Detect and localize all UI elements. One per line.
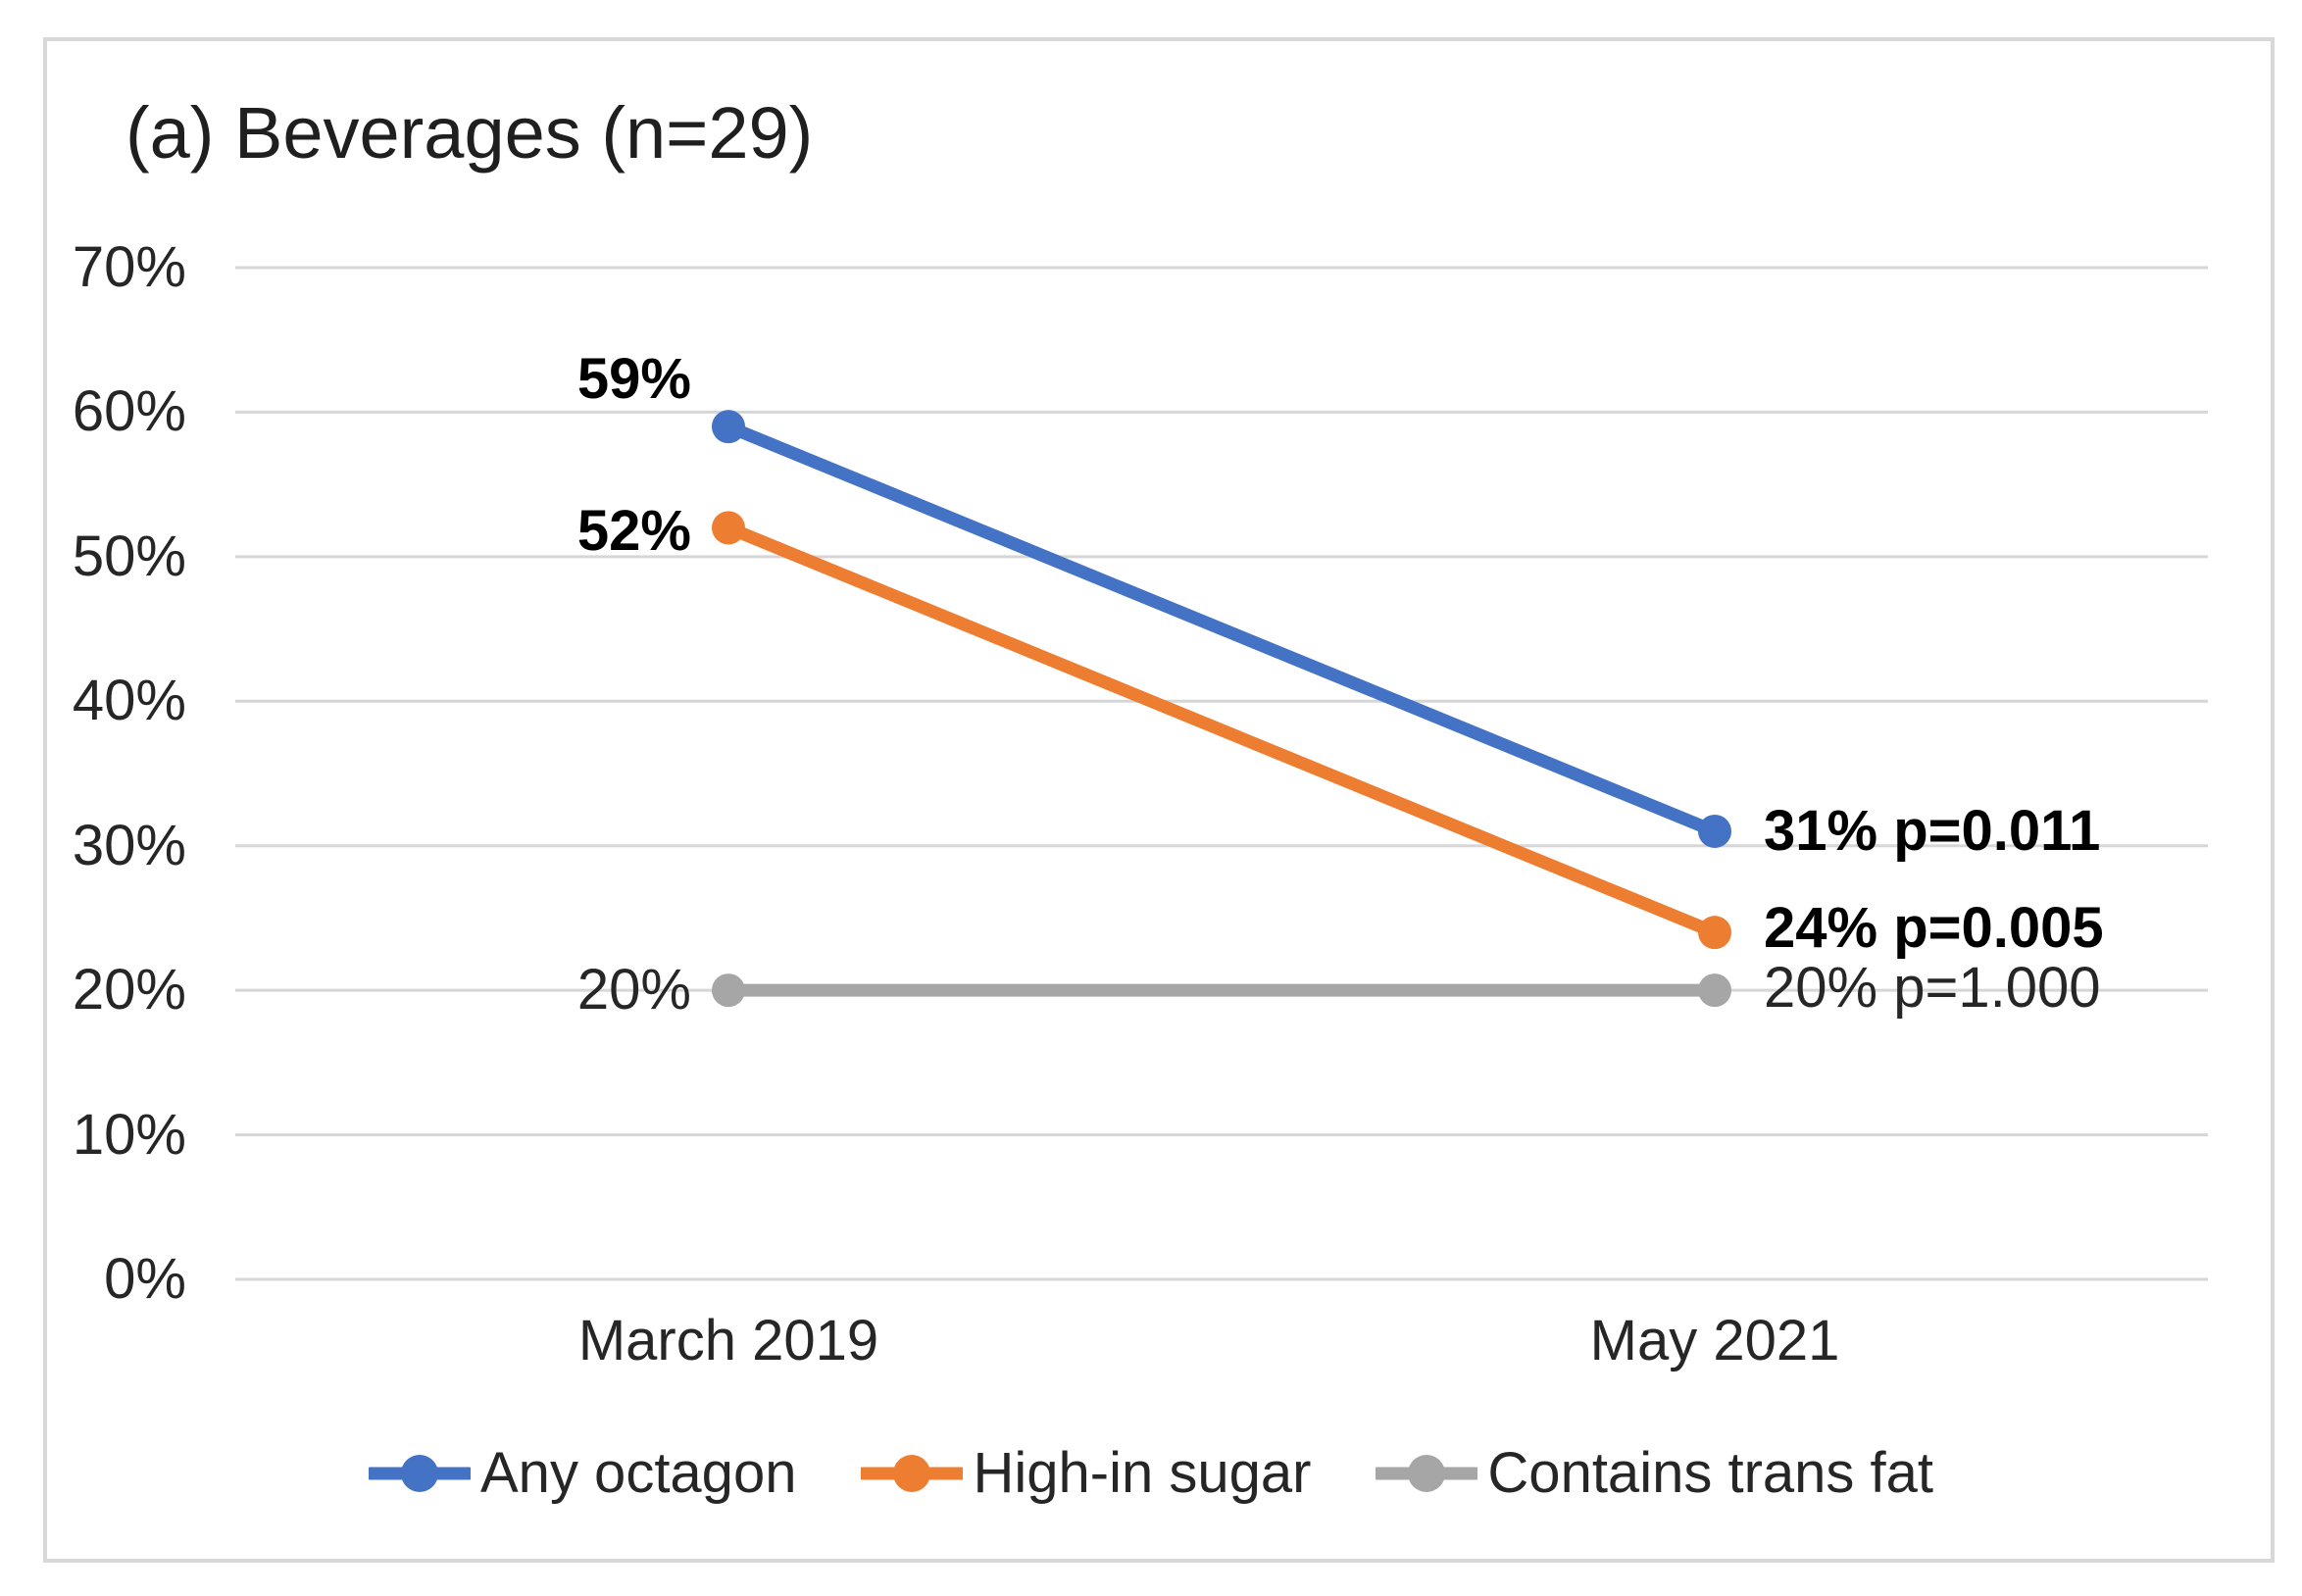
series-marker-contains-trans-fat bbox=[712, 973, 745, 1008]
series-marker-any-octagon bbox=[712, 410, 745, 444]
y-axis-tick-label: 40% bbox=[72, 669, 186, 733]
y-axis-tick-label: 30% bbox=[72, 813, 186, 877]
y-axis-tick-label: 60% bbox=[72, 379, 186, 444]
y-axis-tick-label: 10% bbox=[72, 1102, 186, 1167]
legend-item-high-in-sugar: High-in sugar bbox=[861, 1441, 1311, 1506]
legend-label: High-in sugar bbox=[973, 1441, 1312, 1505]
legend-label: Any octagon bbox=[480, 1441, 797, 1505]
start-value-label-contains-trans-fat: 20% bbox=[576, 958, 691, 1022]
series-line-high-in-sugar bbox=[722, 521, 1722, 939]
series-marker-high-in-sugar bbox=[1698, 916, 1731, 950]
y-axis-tick-label: 0% bbox=[104, 1247, 186, 1311]
x-axis-category-label: March 2019 bbox=[577, 1309, 879, 1372]
legend-line-marker-icon-high-in-sugar bbox=[861, 1455, 964, 1492]
x-axis-category-label: May 2021 bbox=[1589, 1309, 1840, 1372]
end-value-label-any-octagon: 31% p=0.011 bbox=[1764, 798, 2101, 863]
end-value-label-high-in-sugar: 24% p=0.005 bbox=[1764, 896, 2104, 961]
y-axis-tick-label: 20% bbox=[72, 958, 186, 1022]
legend-line-marker-icon-contains-trans-fat bbox=[1376, 1455, 1478, 1492]
legend-item-any-octagon: Any octagon bbox=[369, 1441, 796, 1506]
legend-line-marker-icon-any-octagon bbox=[369, 1455, 471, 1492]
series-marker-any-octagon bbox=[1698, 814, 1731, 848]
y-axis-tick-label: 50% bbox=[72, 524, 186, 588]
end-value-label-contains-trans-fat: 20% p=1.000 bbox=[1764, 956, 2101, 1021]
series-marker-contains-trans-fat bbox=[1698, 973, 1731, 1008]
chart-title: (a) Beverages (n=29) bbox=[125, 92, 814, 174]
start-value-label-any-octagon: 59% bbox=[576, 347, 691, 412]
y-axis-tick-label: 70% bbox=[72, 235, 186, 299]
start-value-label-high-in-sugar: 52% bbox=[576, 499, 691, 564]
series-marker-high-in-sugar bbox=[712, 511, 745, 545]
legend: Any octagon High-in sugar Contains trans… bbox=[0, 1441, 2302, 1506]
series-line-any-octagon bbox=[722, 420, 1722, 838]
legend-item-contains-trans-fat: Contains trans fat bbox=[1376, 1441, 1933, 1506]
legend-label: Contains trans fat bbox=[1487, 1441, 1933, 1505]
chart-frame bbox=[43, 37, 2275, 1563]
